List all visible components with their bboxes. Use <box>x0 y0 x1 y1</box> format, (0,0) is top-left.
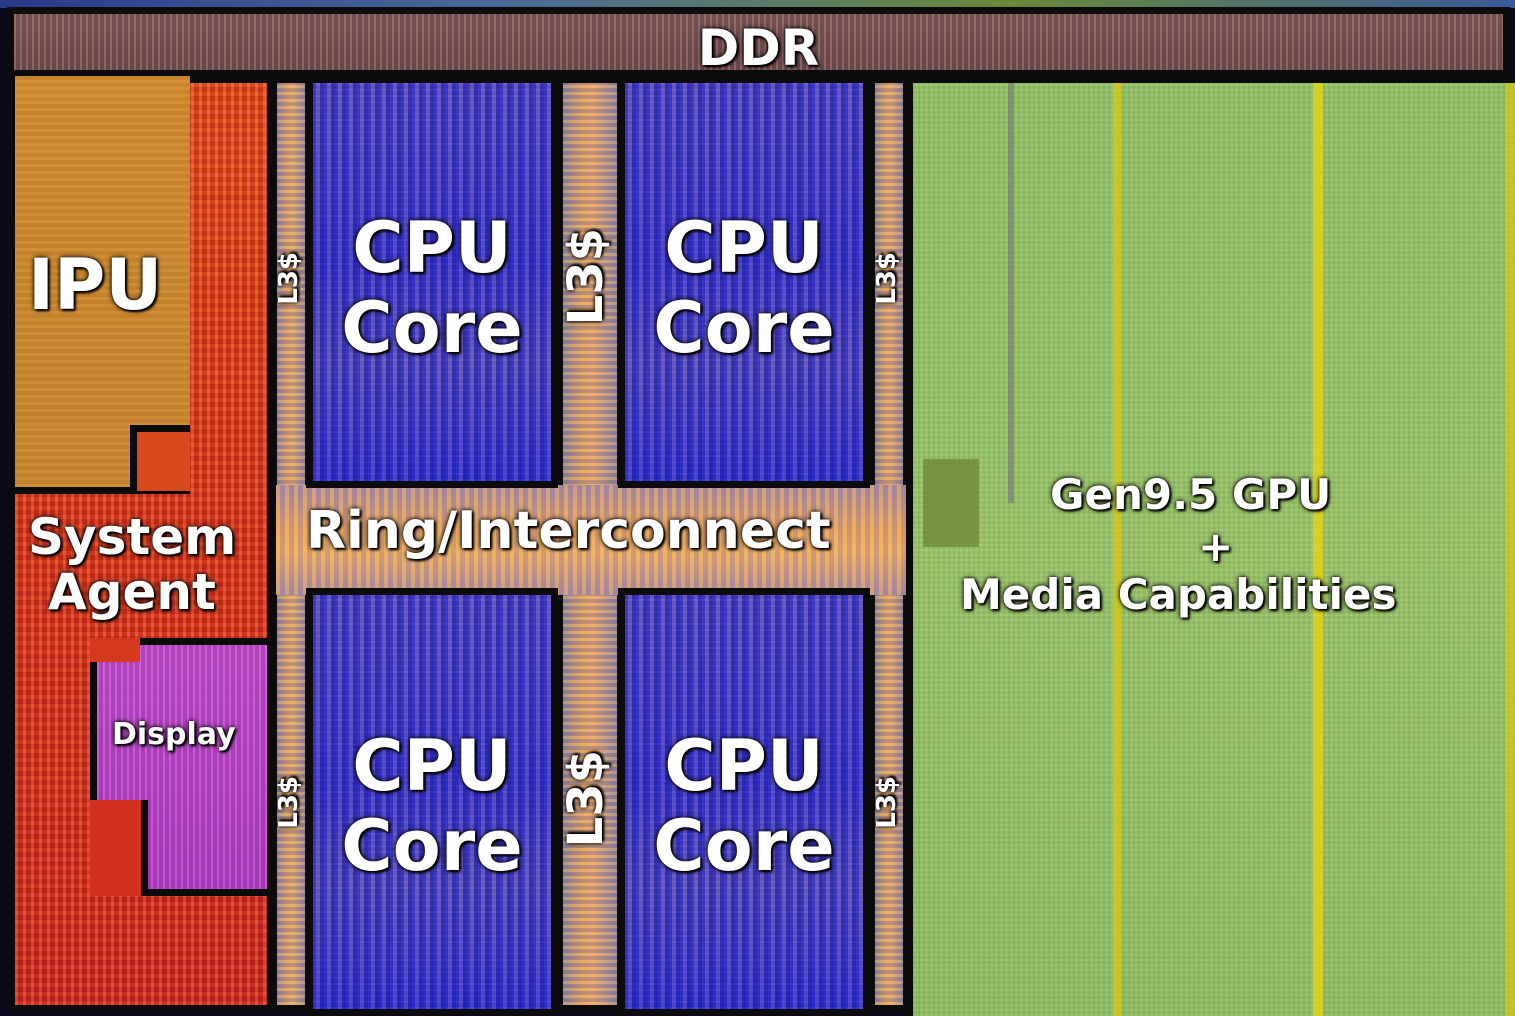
cpu-core-label: CPU <box>352 207 512 289</box>
display-notch-cover-b <box>90 800 148 896</box>
gpu-stripe <box>1008 83 1014 503</box>
l3-cache-label-left-top: L3$ <box>274 252 304 305</box>
cpu-core-label-2: Core <box>341 805 523 887</box>
cpu-core-top-right: CPU Core <box>618 76 870 488</box>
gpu-label-line1: Gen9.5 GPU <box>1050 470 1332 519</box>
ddr-region: DDR <box>7 7 1510 77</box>
ipu-notch-fill <box>137 432 190 491</box>
cpu-core-bottom-right: CPU Core <box>618 588 870 1016</box>
cpu-core-top-left: CPU Core <box>306 76 558 488</box>
cpu-core-label: CPU <box>664 207 824 289</box>
display-notch-cover <box>90 638 140 662</box>
ipu-label: IPU <box>28 244 163 326</box>
l3-cache-label-right-bottom: L3$ <box>872 776 902 829</box>
ipu-notch-border-h <box>130 425 190 432</box>
ring-interconnect-label: Ring/Interconnect <box>306 501 831 561</box>
cpu-core-label: CPU <box>664 725 824 807</box>
gpu-label-line3: Media Capabilities <box>960 570 1397 619</box>
cpu-core-label-2: Core <box>653 805 835 887</box>
l3-cache-label-middle-top: L3$ <box>558 228 614 326</box>
gpu-stripe <box>1113 83 1121 1016</box>
top-edge-strip <box>0 0 1515 8</box>
gpu-label-line2: + <box>1198 522 1234 571</box>
system-agent-label-line1: System <box>28 508 237 566</box>
system-agent-label-line2: Agent <box>48 563 216 621</box>
ipu-notch-border <box>130 425 137 491</box>
ring-interconnect-region <box>276 485 906 595</box>
cpu-core-label-2: Core <box>341 287 523 369</box>
l3-cache-label-middle-bottom: L3$ <box>558 750 614 848</box>
cpu-core-label: CPU <box>352 725 512 807</box>
gpu-region <box>906 76 1515 1016</box>
gpu-stripe <box>1505 83 1515 1016</box>
gpu-stripe <box>1313 83 1323 1016</box>
cpu-core-bottom-left: CPU Core <box>306 588 558 1016</box>
ddr-label: DDR <box>697 19 820 77</box>
cpu-core-label-2: Core <box>653 287 835 369</box>
gpu-block <box>923 459 979 547</box>
l3-cache-label-right-top: L3$ <box>872 252 902 305</box>
ipu-notch <box>8 76 190 426</box>
l3-cache-label-left-bottom: L3$ <box>274 776 304 829</box>
display-label: Display <box>112 717 236 752</box>
